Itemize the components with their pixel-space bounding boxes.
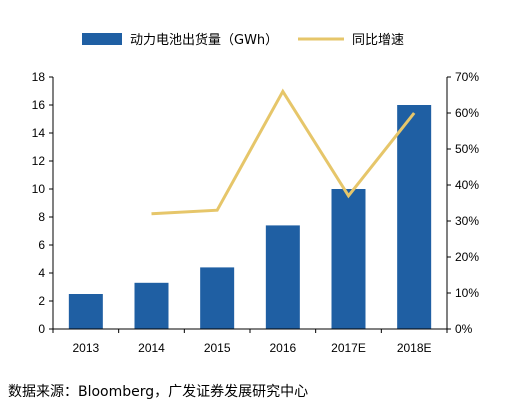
x-tick-label: 2013	[72, 341, 99, 355]
legend: 动力电池出货量（GWh） 同比增速	[82, 32, 404, 48]
y-left-tick-label: 18	[32, 70, 46, 84]
growth-line	[152, 91, 415, 213]
y-right-tick-label: 70%	[455, 70, 479, 84]
bar	[69, 294, 103, 329]
y-right-tick-label: 10%	[455, 286, 479, 300]
y-left-tick-label: 2	[38, 294, 45, 308]
y-right-tick-label: 20%	[455, 250, 479, 264]
y-left-tick-label: 8	[38, 210, 45, 224]
x-tick-label: 2015	[204, 341, 231, 355]
legend-swatch-bar	[82, 33, 122, 45]
growth-line-series	[152, 91, 415, 213]
x-tick-label: 2018E	[397, 341, 432, 355]
x-tick-label: 2016	[269, 341, 296, 355]
y-right-tick-label: 60%	[455, 106, 479, 120]
y-left-tick-label: 16	[32, 98, 46, 112]
y-left-tick-label: 12	[32, 154, 46, 168]
bar	[266, 225, 300, 329]
x-tick-label: 2017E	[331, 341, 366, 355]
y-left-tick-label: 6	[38, 238, 45, 252]
bar	[397, 105, 431, 329]
y-right-tick-label: 30%	[455, 214, 479, 228]
legend-label-line: 同比增速	[352, 33, 404, 48]
y-left-tick-label: 14	[32, 126, 46, 140]
bar	[135, 283, 169, 329]
legend-label-bar: 动力电池出货量（GWh）	[130, 32, 278, 48]
bars	[69, 105, 431, 329]
y-left-tick-label: 0	[38, 322, 45, 336]
source-note: 数据来源：Bloomberg，广发证券发展研究中心	[8, 381, 308, 401]
y-left-tick-label: 4	[38, 266, 45, 280]
y-right-tick-label: 0%	[455, 322, 473, 336]
bar	[332, 189, 366, 329]
x-tick-label: 2014	[138, 341, 165, 355]
chart: 动力电池出货量（GWh） 同比增速 0 2 4 6 8 10 12 14 16 18 0% 10% 20…	[0, 0, 507, 380]
y-right-tick-label: 40%	[455, 178, 479, 192]
y-left-tick-label: 10	[32, 182, 46, 196]
y-right-tick-label: 50%	[455, 142, 479, 156]
bar	[200, 267, 234, 329]
